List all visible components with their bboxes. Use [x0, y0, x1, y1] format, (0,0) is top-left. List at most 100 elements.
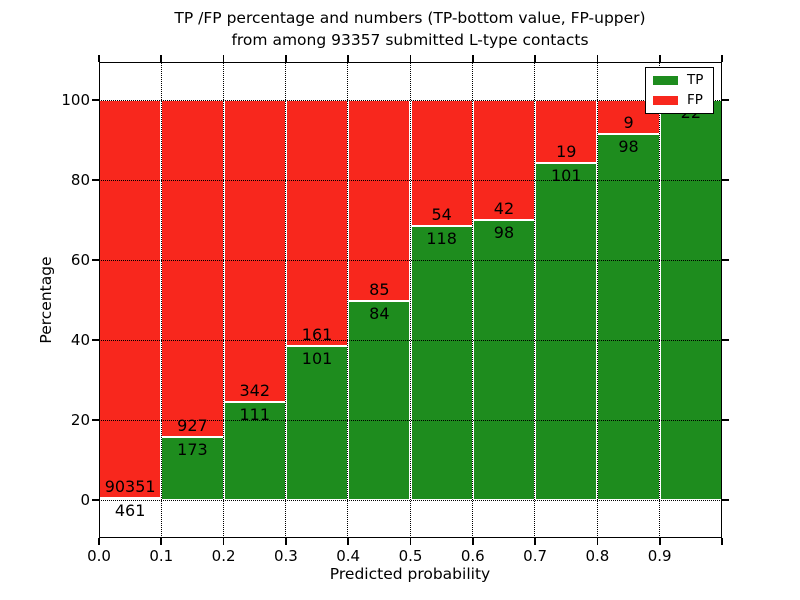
- x-tick-mark-top: [285, 55, 287, 62]
- x-tick-label: 0.0: [87, 547, 111, 565]
- bar-label-tp: 98: [618, 136, 639, 156]
- x-tick-mark-top: [160, 55, 163, 62]
- x-tick-mark-top: [222, 55, 225, 62]
- bar-segment-tp: [161, 437, 224, 500]
- legend-entry-fp: FP: [646, 92, 713, 108]
- x-tick-mark-top: [658, 55, 661, 62]
- y-tick-mark-right: [722, 259, 729, 261]
- bar-label-tp: 461: [114, 500, 146, 520]
- x-tick-mark: [285, 538, 287, 545]
- y-tick-mark: [92, 499, 99, 501]
- y-tick-mark: [92, 179, 99, 181]
- bar-segment-fp: [535, 100, 598, 164]
- x-tick-mark: [409, 538, 412, 545]
- y-tick-mark: [92, 99, 99, 101]
- v-gridline: [409, 62, 411, 538]
- legend: TP FP: [645, 67, 714, 114]
- v-gridline: [347, 62, 349, 538]
- bar-label-tp: 118: [426, 228, 457, 248]
- x-tick-mark: [658, 538, 661, 545]
- bar-segment-tp: [348, 301, 411, 500]
- bar-label-fp: 42: [493, 199, 515, 218]
- bar-label-fp: 161: [301, 324, 333, 344]
- x-tick-label: 0.3: [273, 547, 298, 565]
- chart-title: TP /FP percentage and numbers (TP-bottom…: [174, 8, 645, 51]
- x-tick-label: 0.9: [647, 547, 672, 565]
- y-tick-label: 0: [80, 491, 90, 509]
- y-tick-label: 60: [70, 251, 90, 269]
- bar-segment-fp: [161, 100, 224, 438]
- bar-segment-tp: [597, 133, 660, 500]
- x-tick-mark: [534, 538, 536, 545]
- x-tick-label: 0.2: [211, 547, 236, 565]
- bar-segment-tp: [535, 163, 598, 500]
- tp-color-swatch: [653, 75, 678, 85]
- y-tick-label: 40: [70, 331, 90, 349]
- bar-segment-fp: [223, 100, 286, 402]
- bar-segment-fp: [348, 100, 411, 302]
- x-tick-mark: [721, 538, 723, 545]
- v-gridline: [222, 62, 224, 538]
- bar-segment-fp: [410, 100, 473, 226]
- x-tick-mark: [160, 538, 163, 545]
- x-tick-mark: [222, 538, 225, 545]
- v-gridline: [160, 62, 162, 538]
- y-tick-label: 20: [70, 411, 90, 429]
- x-tick-label: 0.5: [398, 547, 423, 565]
- v-gridline: [534, 62, 536, 538]
- bar-segment-fp: [99, 100, 162, 498]
- v-gridline: [472, 62, 473, 538]
- bar-label-fp: 85: [369, 280, 390, 300]
- bar-segment-tp: [410, 225, 473, 500]
- bar-label-fp: 54: [431, 204, 452, 224]
- bar-label-fp: 927: [177, 416, 208, 436]
- x-tick-mark-top: [721, 55, 723, 62]
- bar-segment-fp: [285, 100, 349, 346]
- x-tick-label: 0.7: [523, 547, 548, 565]
- y-tick-mark: [92, 419, 99, 421]
- bar-label-tp: 101: [301, 348, 333, 368]
- bar-label-tp: 98: [493, 223, 515, 242]
- bar-segment-fp: [472, 100, 536, 220]
- x-tick-label: 0.1: [149, 547, 174, 565]
- y-tick-mark-right: [722, 499, 729, 501]
- x-tick-mark: [347, 538, 350, 545]
- bar-label-tp: 173: [177, 440, 208, 460]
- x-tick-mark-top: [534, 55, 536, 62]
- bar-label-fp: 9: [623, 112, 634, 132]
- x-tick-label: 0.8: [585, 547, 610, 565]
- v-gridline: [596, 62, 598, 538]
- bar-segment-tp: [472, 220, 536, 500]
- x-tick-mark-top: [596, 55, 599, 62]
- chart-title-line1: TP /FP percentage and numbers (TP-bottom…: [174, 9, 646, 27]
- y-tick-mark-right: [722, 419, 729, 421]
- y-tick-mark-right: [722, 99, 729, 101]
- bar-label-fp: 90351: [104, 476, 156, 496]
- bar-segment-tp: [659, 100, 722, 500]
- legend-label-tp: TP: [687, 71, 704, 88]
- x-tick-mark-top: [409, 55, 412, 62]
- chart-title-line2: from among 93357 submitted L-type contac…: [231, 30, 589, 49]
- y-tick-label: 80: [70, 171, 90, 189]
- x-tick-mark-top: [98, 55, 100, 62]
- fp-color-swatch: [653, 96, 678, 106]
- y-tick-label: 100: [61, 91, 90, 109]
- v-gridline: [658, 62, 660, 538]
- x-tick-mark: [471, 538, 474, 545]
- legend-label-fp: FP: [687, 92, 703, 108]
- bar-segment-tp: [223, 401, 286, 500]
- x-axis-label: Predicted probability: [329, 565, 491, 583]
- y-tick-mark-right: [722, 179, 729, 181]
- legend-entry-tp: TP: [646, 71, 713, 88]
- bar-label-fp: 19: [556, 142, 577, 162]
- bar-label-tp: 84: [369, 304, 390, 324]
- x-tick-mark: [98, 538, 100, 545]
- bar-label-fp: 342: [239, 380, 271, 400]
- x-tick-mark-top: [347, 55, 350, 62]
- x-tick-mark-top: [471, 55, 474, 62]
- x-tick-label: 0.6: [460, 547, 485, 565]
- y-tick-mark-right: [722, 339, 729, 341]
- y-tick-mark: [92, 339, 99, 341]
- y-tick-mark: [92, 259, 99, 261]
